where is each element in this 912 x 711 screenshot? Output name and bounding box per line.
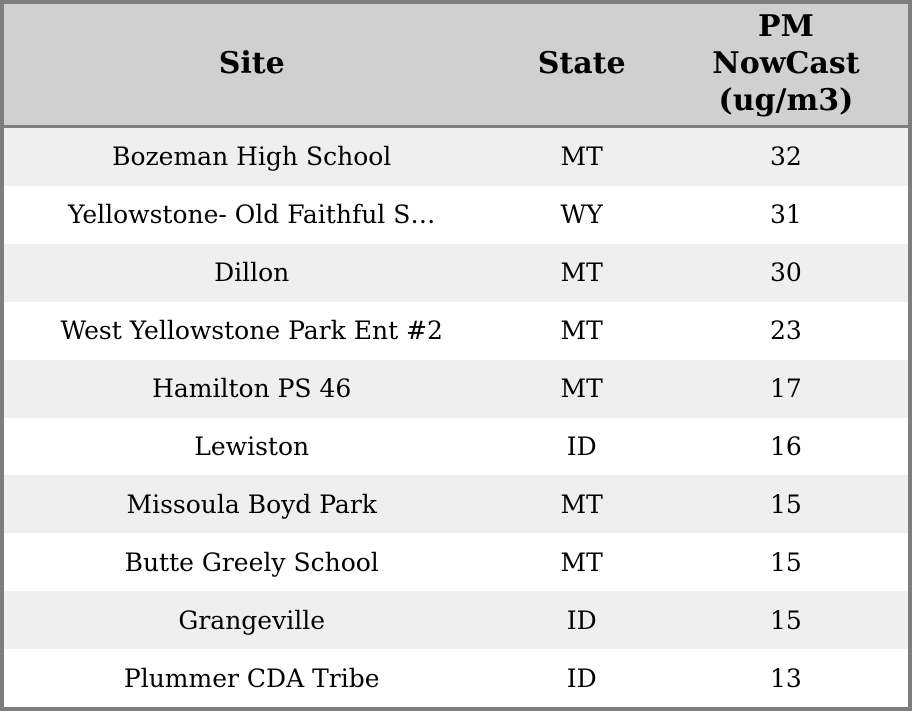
column-header-pm-nowcast-label: PM NowCast (ug/m3) <box>712 9 860 118</box>
state-cell: ID <box>566 431 597 461</box>
state-cell: MT <box>560 316 603 346</box>
state-cell: WY <box>560 200 603 230</box>
pm-nowcast-cell: 17 <box>770 374 802 404</box>
site-cell: Missoula Boyd Park <box>126 489 377 519</box>
site-cell: Bozeman High School <box>112 142 392 172</box>
site-cell: Dillon <box>214 258 290 288</box>
pm-nowcast-cell: 32 <box>770 142 802 172</box>
pm-nowcast-cell: 15 <box>770 489 802 519</box>
state-cell: ID <box>566 663 597 693</box>
pm-nowcast-cell: 16 <box>770 431 802 461</box>
table-row: Butte Greely School MT 15 <box>4 533 908 592</box>
site-cell: Plummer CDA Tribe <box>123 663 380 693</box>
table-row: Grangeville ID 15 <box>4 591 908 650</box>
site-cell: Lewiston <box>194 431 310 461</box>
site-cell: Hamilton PS 46 <box>152 374 352 404</box>
pm-nowcast-cell: 15 <box>770 547 802 577</box>
table-row: Lewiston ID 16 <box>4 417 908 476</box>
pm-nowcast-cell: 30 <box>770 258 802 288</box>
table-row: Missoula Boyd Park MT 15 <box>4 475 908 534</box>
column-header-state: State <box>499 46 664 83</box>
pm-nowcast-cell: 31 <box>770 200 802 230</box>
table-row: Hamilton PS 46 MT 17 <box>4 359 908 418</box>
table-row: Yellowstone- Old Faithful S… WY 31 <box>4 185 908 244</box>
pm-nowcast-cell: 13 <box>770 663 802 693</box>
column-header-site: Site <box>4 46 499 83</box>
table-header-row: Site State PM NowCast (ug/m3) <box>4 4 908 128</box>
state-cell: MT <box>560 142 603 172</box>
state-cell: MT <box>560 258 603 288</box>
pm-nowcast-cell: 15 <box>770 605 802 635</box>
pm-nowcast-cell: 23 <box>770 316 802 346</box>
state-cell: ID <box>566 605 597 635</box>
column-header-state-label: State <box>537 46 626 82</box>
state-cell: MT <box>560 374 603 404</box>
column-header-site-label: Site <box>218 46 285 82</box>
table-row: Plummer CDA Tribe ID 13 <box>4 649 908 708</box>
state-cell: MT <box>560 489 603 519</box>
site-cell: Grangeville <box>178 605 326 635</box>
table-row: West Yellowstone Park Ent #2 MT 23 <box>4 301 908 360</box>
table-row: Dillon MT 30 <box>4 243 908 302</box>
table-row: Bozeman High School MT 32 <box>4 128 908 186</box>
site-cell: Yellowstone- Old Faithful S… <box>68 200 436 230</box>
column-header-pm-nowcast: PM NowCast (ug/m3) <box>664 9 908 120</box>
site-cell: West Yellowstone Park Ent #2 <box>60 316 443 346</box>
site-cell: Butte Greely School <box>124 547 379 577</box>
table-body: Bozeman High School MT 32 Yellowstone- O… <box>4 128 908 708</box>
state-cell: MT <box>560 547 603 577</box>
